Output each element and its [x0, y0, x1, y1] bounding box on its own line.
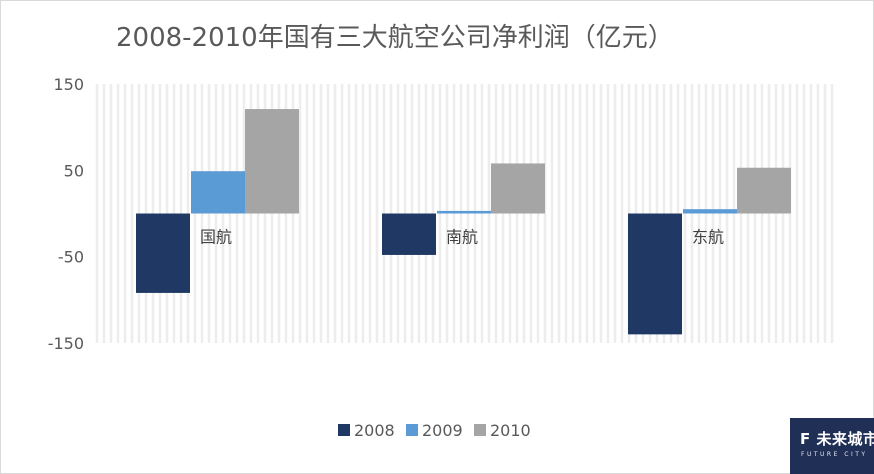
- y-tick-label: 150: [53, 75, 84, 94]
- category-label: 国航: [200, 228, 232, 247]
- future-city-logo: F 未来城市 FUTURE CITY: [790, 418, 874, 474]
- legend: 2008 2009 2010: [338, 421, 531, 440]
- bar-2008-2: [628, 213, 682, 335]
- legend-swatch-2009: [406, 424, 418, 436]
- legend-label: 2009: [422, 421, 463, 440]
- bar-2009-0: [191, 171, 245, 214]
- bars: [136, 109, 791, 335]
- category-label: 南航: [446, 228, 478, 247]
- bar-2008-0: [136, 213, 190, 293]
- legend-label: 2008: [354, 421, 395, 440]
- bar-2010-1: [491, 163, 545, 214]
- legend-label: 2010: [490, 421, 531, 440]
- logo-subtext: FUTURE CITY: [801, 451, 868, 458]
- y-tick-label: 50: [64, 161, 84, 180]
- bar-2010-2: [737, 167, 791, 214]
- bar-2008-1: [382, 213, 436, 255]
- bar-2009-1: [437, 210, 491, 214]
- legend-swatch-2010: [474, 424, 486, 436]
- category-label: 东航: [692, 228, 724, 247]
- category-labels: 国航 南航 东航: [200, 228, 724, 247]
- chart-title: 2008-2010年国有三大航空公司净利润（亿元）: [116, 23, 674, 53]
- bar-2010-0: [245, 109, 299, 214]
- y-axis-ticks: 150 50 -50 -150: [48, 75, 84, 353]
- legend-swatch-2008: [338, 424, 350, 436]
- logo-text: F 未来城市: [800, 430, 874, 448]
- bar-2009-2: [683, 209, 737, 214]
- y-tick-label: -50: [58, 248, 84, 267]
- y-tick-label: -150: [48, 334, 84, 353]
